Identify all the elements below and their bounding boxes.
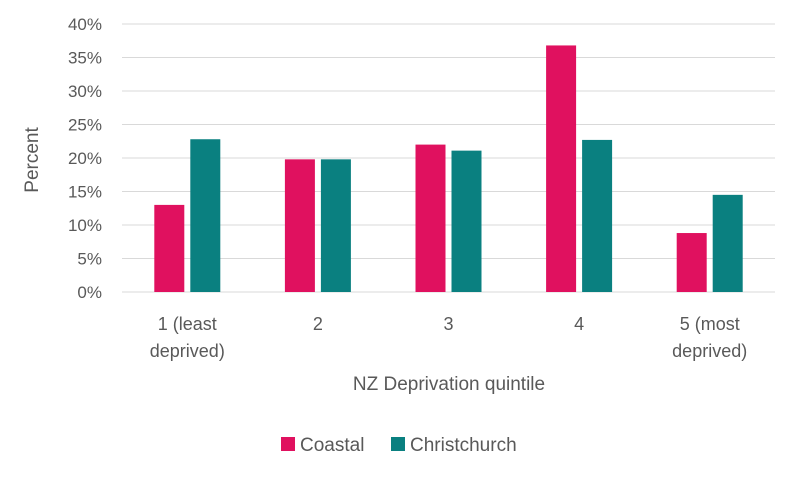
x-category-label: 1 (least deprived)	[150, 314, 225, 361]
y-tick-label: 0%	[77, 283, 102, 302]
x-category-label-line: 3	[443, 314, 453, 334]
x-axis-title: NZ Deprivation quintile	[353, 374, 545, 395]
gridlines	[122, 23, 775, 293]
y-tick-label: 10%	[68, 216, 102, 235]
y-tick-label: 30%	[68, 82, 102, 101]
bar-christchurch-1	[190, 139, 221, 292]
legend-label-christchurch: Christchurch	[410, 435, 517, 456]
y-axis-title: Percent	[22, 127, 43, 193]
x-category-label-line: deprived)	[150, 341, 225, 361]
bar-coastal-4	[546, 45, 577, 292]
bar-coastal-1	[154, 204, 185, 292]
x-category-label-line: 1 (least	[158, 314, 217, 334]
x-axis-categories: 1 (least deprived) 2 3 4 5 (most deprived)	[150, 314, 747, 361]
y-tick-label: 5%	[77, 250, 102, 269]
bar-christchurch-3	[451, 150, 482, 292]
y-axis-ticks: 0% 5% 10% 15% 20% 25% 30% 35% 40%	[68, 15, 102, 302]
bar-christchurch-2	[320, 159, 351, 292]
x-category-label-line: 5 (most	[680, 314, 740, 334]
x-category-label: 3	[443, 314, 453, 334]
x-category-label-line: deprived)	[672, 341, 747, 361]
bar-coastal-5	[676, 233, 707, 292]
bar-christchurch-4	[582, 139, 613, 292]
legend-swatch-coastal	[281, 437, 295, 451]
bar-coastal-2	[284, 159, 315, 292]
bar-christchurch-5	[712, 194, 743, 292]
bar-coastal-3	[415, 144, 446, 292]
x-category-label-line: 4	[574, 314, 584, 334]
x-category-label: 5 (most deprived)	[672, 314, 747, 361]
y-tick-label: 35%	[68, 49, 102, 68]
y-tick-label: 20%	[68, 149, 102, 168]
y-tick-label: 15%	[68, 183, 102, 202]
y-tick-label: 25%	[68, 116, 102, 135]
legend-label-coastal: Coastal	[300, 435, 364, 456]
x-category-label: 4	[574, 314, 584, 334]
y-tick-label: 40%	[68, 15, 102, 34]
legend: Coastal Christchurch	[281, 435, 517, 456]
legend-swatch-christchurch	[391, 437, 405, 451]
x-category-label-line: 2	[313, 314, 323, 334]
bars	[154, 45, 743, 292]
x-category-label: 2	[313, 314, 323, 334]
